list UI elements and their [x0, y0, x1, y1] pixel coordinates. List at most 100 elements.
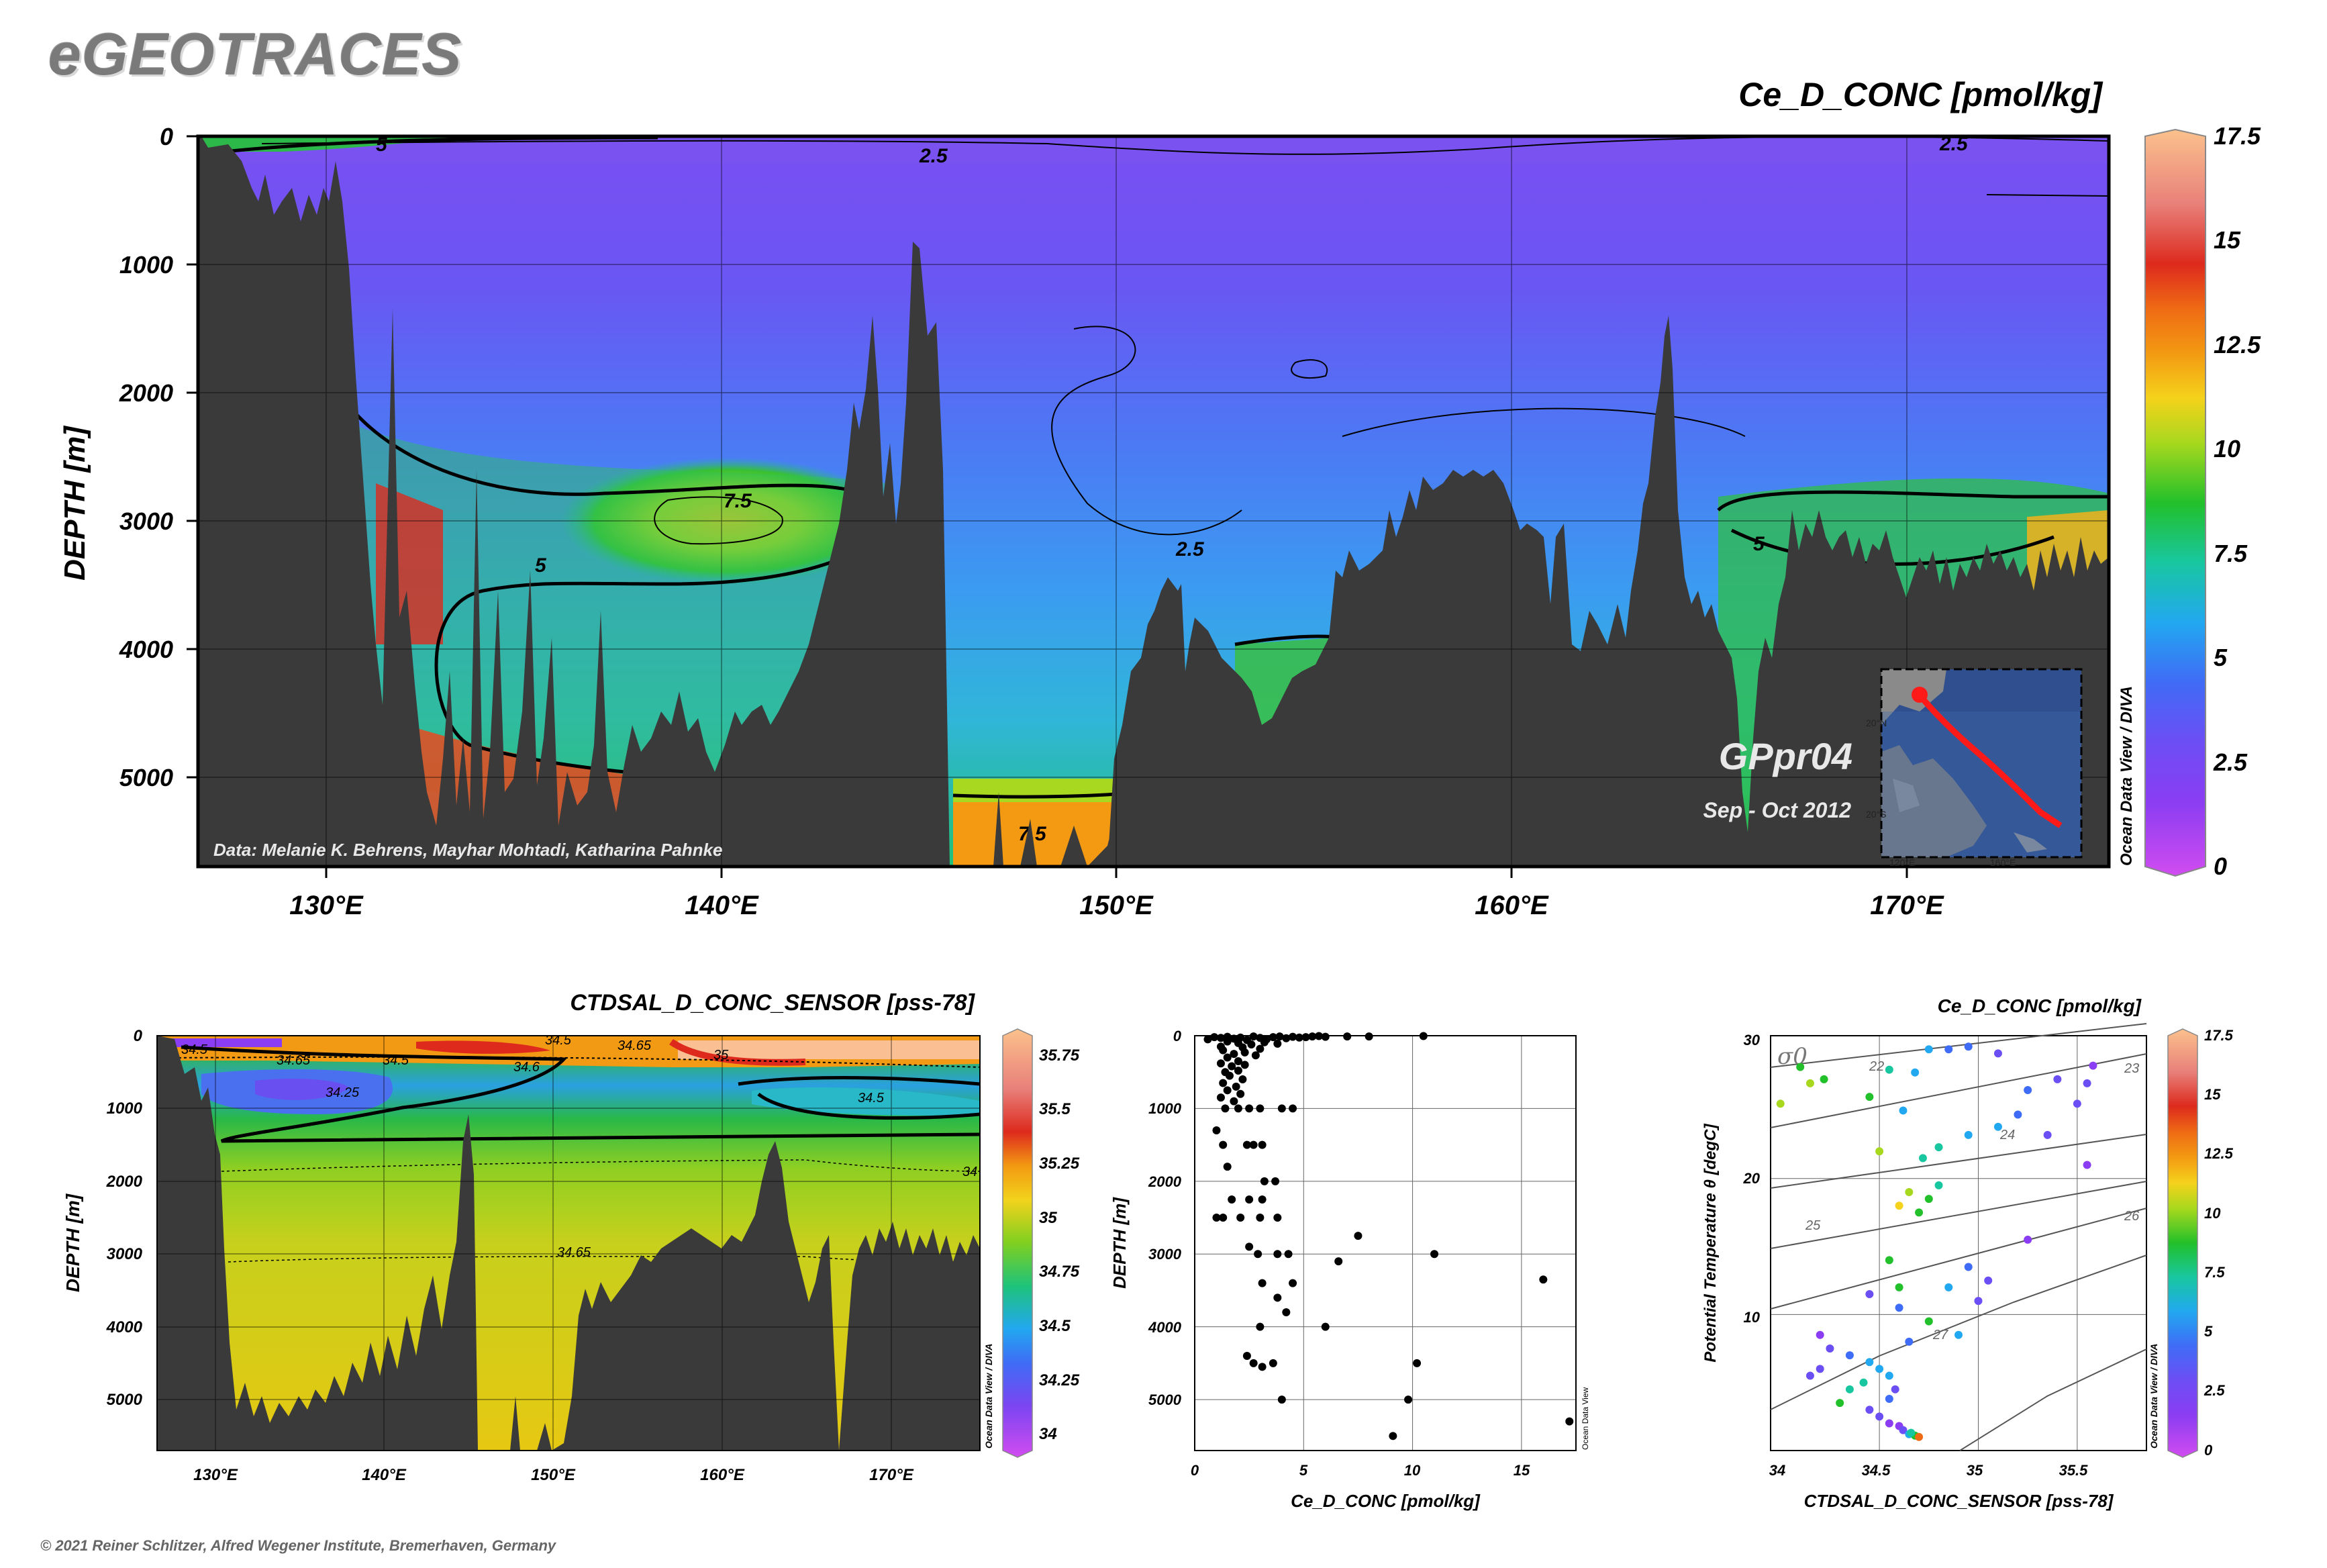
ts-point [1924, 1317, 1933, 1326]
x-tick: 15 [1514, 1462, 1530, 1479]
ts-point [1885, 1395, 1893, 1404]
colorbar-tick: 2.5 [2204, 1382, 2225, 1399]
ce-section-panel: Ce_D_CONC [pmol/kg] [58, 76, 2261, 920]
x-tick: 34.5 [1862, 1462, 1891, 1479]
ts-point [1776, 1099, 1785, 1108]
ce-colorbar-ticks: 17.5 15 12.5 10 7.5 5 2.5 0 [2213, 122, 2261, 880]
profile-point [1273, 1214, 1282, 1222]
colorbar-tick: 5 [2214, 644, 2228, 671]
ce-y-tickmarks [187, 135, 1908, 878]
colorbar-tick: 5 [2204, 1323, 2213, 1340]
colorbar-tick: 34.25 [1039, 1371, 1080, 1389]
contour-label: 34.5 [181, 1042, 208, 1057]
x-tick: 130°E [289, 891, 364, 920]
contour-label: 2.5 [919, 145, 948, 167]
y-tick: 5000 [1148, 1391, 1182, 1408]
profile-point [1271, 1177, 1280, 1185]
profile-point [1301, 1033, 1310, 1042]
profile-point [1389, 1432, 1397, 1440]
copyright-notice: © 2021 Reiner Schlitzer, Alfred Wegener … [40, 1537, 556, 1554]
profile-point [1419, 1032, 1428, 1040]
map-label: 20°N [1866, 718, 1887, 728]
ts-point [1859, 1378, 1868, 1387]
y-tick: 1000 [1148, 1100, 1182, 1117]
map-label: 20°S [1866, 809, 1887, 820]
colorbar-tick: 15 [2204, 1086, 2221, 1103]
x-tick: 170°E [869, 1466, 914, 1484]
y-tick: 2000 [1148, 1173, 1182, 1190]
contour-label: 34.25 [326, 1085, 360, 1100]
ts-point [1820, 1075, 1828, 1083]
colorbar-tick: 12.5 [2214, 331, 2261, 358]
profile-point [1321, 1032, 1330, 1041]
profile-point [1230, 1097, 1238, 1106]
ts-point [2024, 1086, 2032, 1095]
colorbar-tick: 35 [1039, 1209, 1057, 1227]
ts-point [1805, 1371, 1814, 1380]
ts-point [2014, 1110, 2022, 1119]
profile-point [1321, 1322, 1330, 1331]
profile-point [1539, 1275, 1548, 1284]
sal-section-title: CTDSAL_D_CONC_SENSOR [pss-78] [570, 990, 975, 1016]
ts-point [2089, 1061, 2097, 1070]
ts-point [1865, 1406, 1874, 1414]
x-tick: 34 [1769, 1462, 1785, 1479]
ts-frame [1770, 1035, 2147, 1451]
ts-point [1993, 1049, 2002, 1058]
contour-label: 34.65 [277, 1053, 311, 1068]
y-tick: 2000 [119, 379, 173, 407]
profile-point [1256, 1044, 1265, 1053]
sal-colorbar-ticks: 35.75 35.5 35.25 35 34.75 34.5 34.25 34 [1039, 1046, 1080, 1443]
ts-point [1895, 1283, 1903, 1291]
ts-point [1885, 1256, 1893, 1265]
contour-label: 5 [1753, 533, 1765, 555]
profile-point [1247, 1040, 1256, 1049]
ts-y-label: Potential Temperature θ [degC] [1701, 1123, 1720, 1362]
sal-frame [156, 1035, 981, 1451]
x-tick: 10 [1404, 1462, 1421, 1479]
profile-point [1216, 1059, 1225, 1068]
y-tick: 10 [1744, 1309, 1761, 1326]
ce-y-label: DEPTH [m] [58, 426, 91, 581]
contour-label: 2.5 [1175, 538, 1205, 560]
colorbar-tick: 2.5 [2213, 748, 2248, 776]
salinity-section-panel: CTDSAL_D_CONC_SENSOR [pss-78] 34.5 34.65 [62, 990, 1080, 1484]
y-tick: 4000 [106, 1318, 143, 1336]
isopycnal-label: 23 [2124, 1061, 2139, 1076]
profile-point [1254, 1250, 1262, 1259]
profile-point [1236, 1214, 1245, 1222]
ts-point [1905, 1188, 1914, 1197]
profile-point [1203, 1035, 1212, 1044]
ts-point [1984, 1276, 1993, 1285]
profile-point [1249, 1359, 1258, 1367]
sal-contour-labels: 34.5 34.65 34.5 34.6 34.5 34.65 35 34.25… [181, 1036, 977, 1260]
profile-point [1295, 1033, 1303, 1042]
ts-point [1905, 1337, 1914, 1346]
ts-point [2024, 1235, 2032, 1244]
ts-point [1885, 1371, 1893, 1380]
ts-point [1865, 1358, 1874, 1367]
profile-point [1258, 1140, 1267, 1149]
ts-point [1895, 1304, 1903, 1312]
ts-point [1944, 1283, 1953, 1291]
profile-point [1240, 1048, 1249, 1057]
profile-point [1354, 1232, 1363, 1240]
colorbar-tick: 7.5 [2214, 540, 2248, 567]
ts-isopycnals [1770, 1023, 2147, 1451]
y-tick: 4000 [1148, 1319, 1182, 1336]
profile-points [1203, 1032, 1574, 1440]
profile-point [1223, 1086, 1232, 1095]
ts-point [2083, 1079, 2091, 1087]
sal-colorbar: 35.75 35.5 35.25 35 34.75 34.5 34.25 34 … [983, 1028, 1080, 1458]
colorbar-tick: 12.5 [2204, 1145, 2234, 1162]
ts-point [1915, 1432, 1924, 1441]
ts-point [2053, 1075, 2062, 1083]
profile-point [1277, 1104, 1286, 1113]
ts-point [2043, 1130, 2052, 1139]
y-tick: 3000 [119, 507, 173, 535]
profile-point [1277, 1395, 1286, 1404]
profile-point [1430, 1250, 1439, 1259]
ts-scatter-panel: Ce_D_CONC [pmol/kg] 22 23 24 25 26 27 σ0… [1701, 995, 2234, 1511]
ts-point [1911, 1068, 1920, 1077]
section-dates: Sep - Oct 2012 [1703, 798, 1851, 822]
